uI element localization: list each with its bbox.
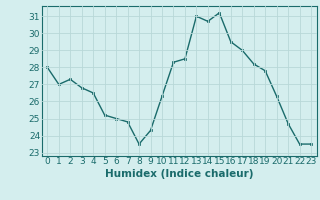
X-axis label: Humidex (Indice chaleur): Humidex (Indice chaleur) — [105, 169, 253, 179]
